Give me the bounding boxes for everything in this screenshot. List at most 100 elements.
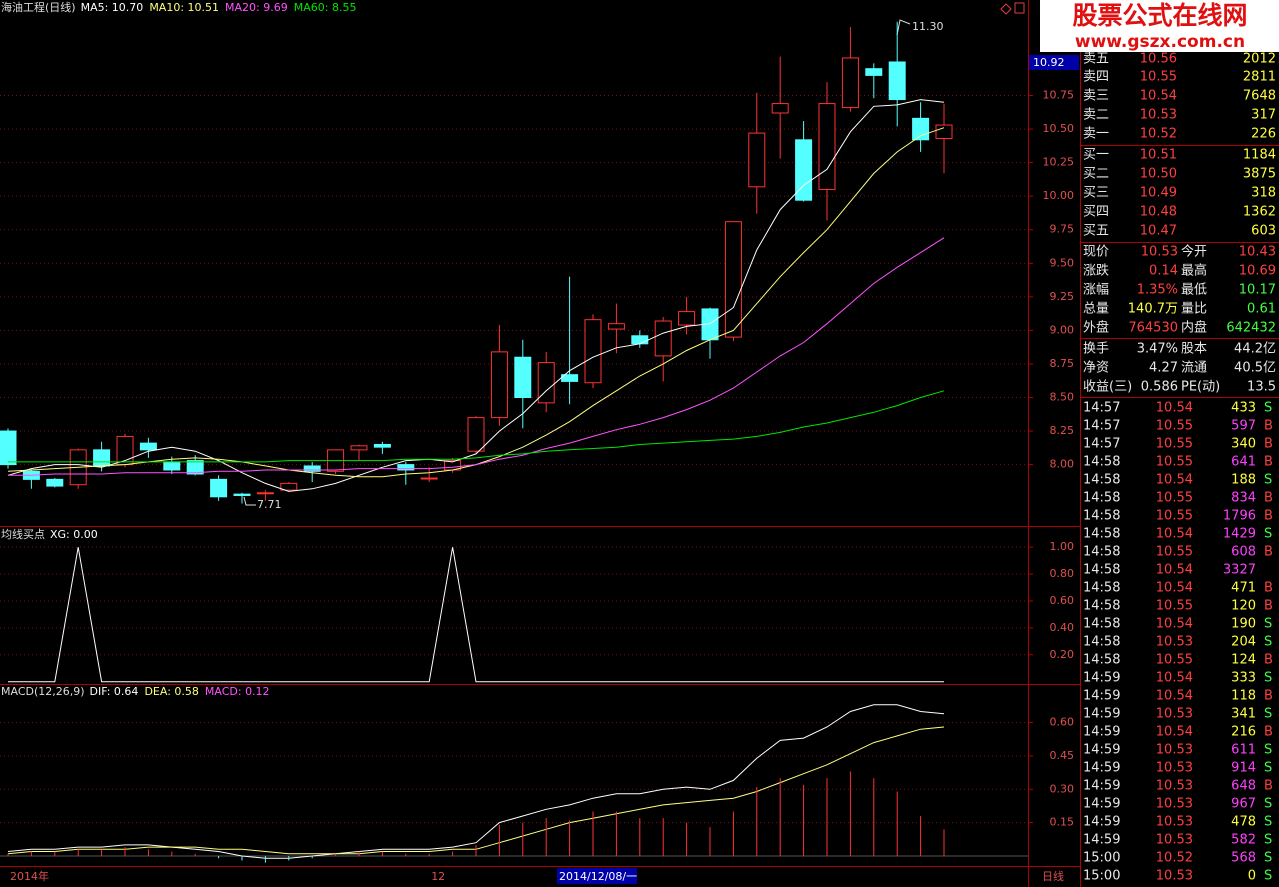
stat-label: 现价 [1083, 245, 1109, 260]
stat-value: 140.7万 [1128, 302, 1178, 317]
candle-body [912, 117, 930, 141]
y-tick-label: 0.40 [1050, 621, 1075, 634]
candle-body [186, 460, 204, 475]
tick-volume: 3327 [1223, 563, 1256, 578]
tick-volume: 967 [1231, 797, 1256, 812]
candle-body [490, 351, 508, 419]
order-label: 买四 [1083, 205, 1109, 220]
candle-body [256, 492, 274, 495]
order-price: 10.48 [1140, 205, 1177, 220]
order-volume: 317 [1251, 108, 1276, 123]
legend-entry: MA10: 10.51 [149, 1, 219, 14]
candle-body [420, 477, 438, 480]
order-price: 10.54 [1140, 89, 1177, 104]
legend-entry: DEA: 0.58 [144, 685, 198, 698]
candle-body [537, 362, 555, 404]
legend-entry: MA20: 9.69 [225, 1, 288, 14]
y-tick-label: 0.60 [1050, 594, 1075, 607]
tick-side: B [1264, 437, 1273, 452]
stat-value: 44.2亿 [1234, 342, 1276, 357]
tick-time: 14:58 [1083, 563, 1120, 578]
tick-volume: 204 [1231, 635, 1256, 650]
order-label: 卖二 [1083, 108, 1109, 123]
candle-body [514, 356, 532, 399]
candle-body [139, 442, 157, 451]
stat-label: 外盘 [1083, 320, 1109, 336]
stat-label: 总量 [1083, 302, 1109, 317]
legend-entry: MACD: 0.12 [205, 685, 270, 698]
tick-price: 10.55 [1156, 419, 1193, 434]
stat-value: 10.43 [1239, 245, 1276, 260]
tick-side: S [1264, 707, 1272, 722]
tick-price: 10.54 [1156, 563, 1193, 578]
tick-time: 14:58 [1083, 455, 1120, 470]
tick-price: 10.55 [1156, 491, 1193, 506]
order-label: 卖五 [1083, 52, 1109, 67]
tick-price: 10.54 [1156, 617, 1193, 632]
annotation-pointer [896, 19, 911, 36]
stat-label: 换手 [1083, 342, 1109, 357]
stat-label: 内盘 [1181, 320, 1207, 336]
tick-volume: 611 [1231, 743, 1256, 758]
y-tick-label: 0.30 [1050, 782, 1075, 795]
tick-price: 10.54 [1156, 725, 1193, 740]
tick-side: B [1264, 653, 1273, 668]
order-label: 卖四 [1083, 70, 1109, 85]
tick-side: S [1264, 797, 1272, 812]
tick-time: 14:59 [1083, 743, 1120, 758]
order-label: 卖三 [1083, 89, 1109, 104]
cursor-date-box [557, 868, 637, 884]
tick-time: 14:59 [1083, 815, 1120, 830]
tick-time: 14:57 [1083, 437, 1120, 452]
candle-body [397, 464, 415, 471]
panel-title: MACD(12,26,9) [1, 685, 85, 698]
tick-time: 14:58 [1083, 653, 1120, 668]
y-tick-label: 0.20 [1050, 648, 1075, 661]
stat-value: 13.5 [1247, 380, 1276, 395]
stat-label: PE(动) [1181, 380, 1220, 395]
tick-volume: 597 [1231, 419, 1256, 434]
tick-time: 14:59 [1083, 671, 1120, 686]
tick-side: B [1264, 725, 1273, 740]
tick-time: 14:58 [1083, 617, 1120, 632]
tick-time: 14:58 [1083, 545, 1120, 560]
tick-volume: 648 [1231, 779, 1256, 794]
series-line [8, 237, 945, 476]
tick-volume: 471 [1231, 581, 1256, 596]
candle-body [303, 465, 321, 472]
icon[interactable] [1000, 3, 1012, 15]
tick-side: B [1264, 779, 1273, 794]
tick-volume: 1429 [1223, 527, 1256, 542]
candle-body [210, 478, 228, 498]
stat-label: 涨跌 [1083, 263, 1109, 279]
stat-label: 净资 [1083, 361, 1109, 376]
tick-volume: 478 [1231, 815, 1256, 830]
order-volume: 1362 [1243, 205, 1276, 220]
candle-body [350, 445, 368, 451]
tick-price: 10.53 [1156, 635, 1193, 650]
candle-body [93, 449, 111, 467]
tick-time: 14:59 [1083, 707, 1120, 722]
stat-value: 764530 [1128, 321, 1178, 336]
panel-title: 海油工程(日线) [1, 0, 76, 14]
order-label: 卖一 [1083, 127, 1109, 142]
candle-body [631, 335, 649, 345]
tick-side: B [1264, 689, 1273, 704]
tick-time: 14:58 [1083, 491, 1120, 506]
tick-volume: 341 [1231, 707, 1256, 722]
tick-price: 10.54 [1156, 401, 1193, 416]
order-price: 10.51 [1140, 148, 1177, 163]
candle-body [678, 311, 696, 326]
stat-label: 今开 [1181, 244, 1207, 260]
logo-title: 股票公式在线网 [1072, 1, 1247, 30]
tick-price: 10.54 [1156, 671, 1193, 686]
tick-volume: 0 [1248, 869, 1256, 884]
tick-price: 10.54 [1156, 581, 1193, 596]
series-line [8, 390, 945, 463]
icon[interactable] [1014, 2, 1025, 14]
legend-entry: XG: 0.00 [50, 528, 98, 541]
tick-side: B [1264, 581, 1273, 596]
tick-price: 10.53 [1156, 743, 1193, 758]
y-tick-label: 9.75 [1050, 223, 1075, 236]
